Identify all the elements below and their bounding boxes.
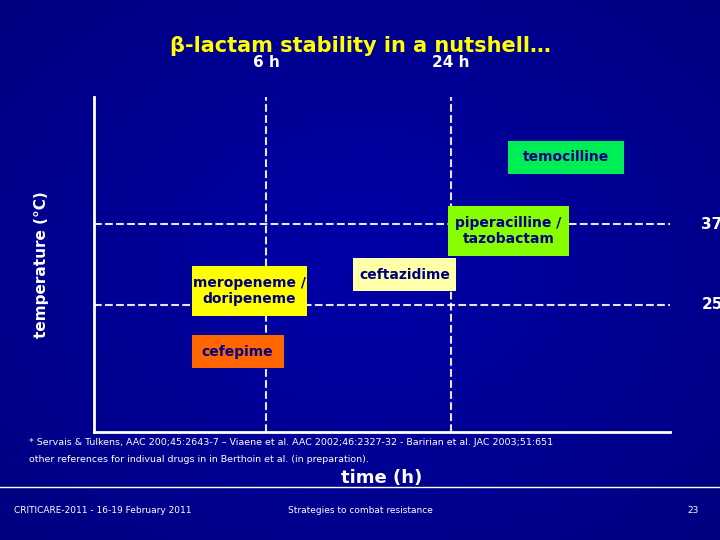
Text: 6 h: 6 h <box>253 56 280 70</box>
Text: other references for indivual drugs in in Berthoin et al. (in preparation).: other references for indivual drugs in i… <box>29 455 369 464</box>
FancyBboxPatch shape <box>508 141 624 174</box>
Text: ceftazidime: ceftazidime <box>359 268 450 282</box>
Text: 37°C: 37°C <box>701 217 720 232</box>
Text: CRITICARE-2011 - 16-19 February 2011: CRITICARE-2011 - 16-19 February 2011 <box>14 507 192 515</box>
Text: cefepime: cefepime <box>202 345 274 359</box>
FancyBboxPatch shape <box>192 266 307 316</box>
Text: 24 h: 24 h <box>432 56 469 70</box>
Text: * Servais & Tulkens, AAC 200;45:2643-7 – Viaene et al. AAC 2002;46:2327-32 - Bar: * Servais & Tulkens, AAC 200;45:2643-7 –… <box>29 438 553 448</box>
Text: meropeneme /
doripeneme: meropeneme / doripeneme <box>193 276 305 307</box>
Text: temocilline: temocilline <box>523 151 609 165</box>
FancyBboxPatch shape <box>448 206 569 256</box>
FancyBboxPatch shape <box>353 258 456 292</box>
Text: time (h): time (h) <box>341 469 422 487</box>
Text: piperacilline /
tazobactam: piperacilline / tazobactam <box>455 216 562 246</box>
Text: 23: 23 <box>687 507 698 515</box>
Text: Strategies to combat resistance: Strategies to combat resistance <box>287 507 433 515</box>
Text: temperature (°C): temperature (°C) <box>35 191 49 338</box>
Text: β-lactam stability in a nutshell…: β-lactam stability in a nutshell… <box>170 36 550 56</box>
Text: 25°C: 25°C <box>701 298 720 312</box>
FancyBboxPatch shape <box>192 335 284 368</box>
